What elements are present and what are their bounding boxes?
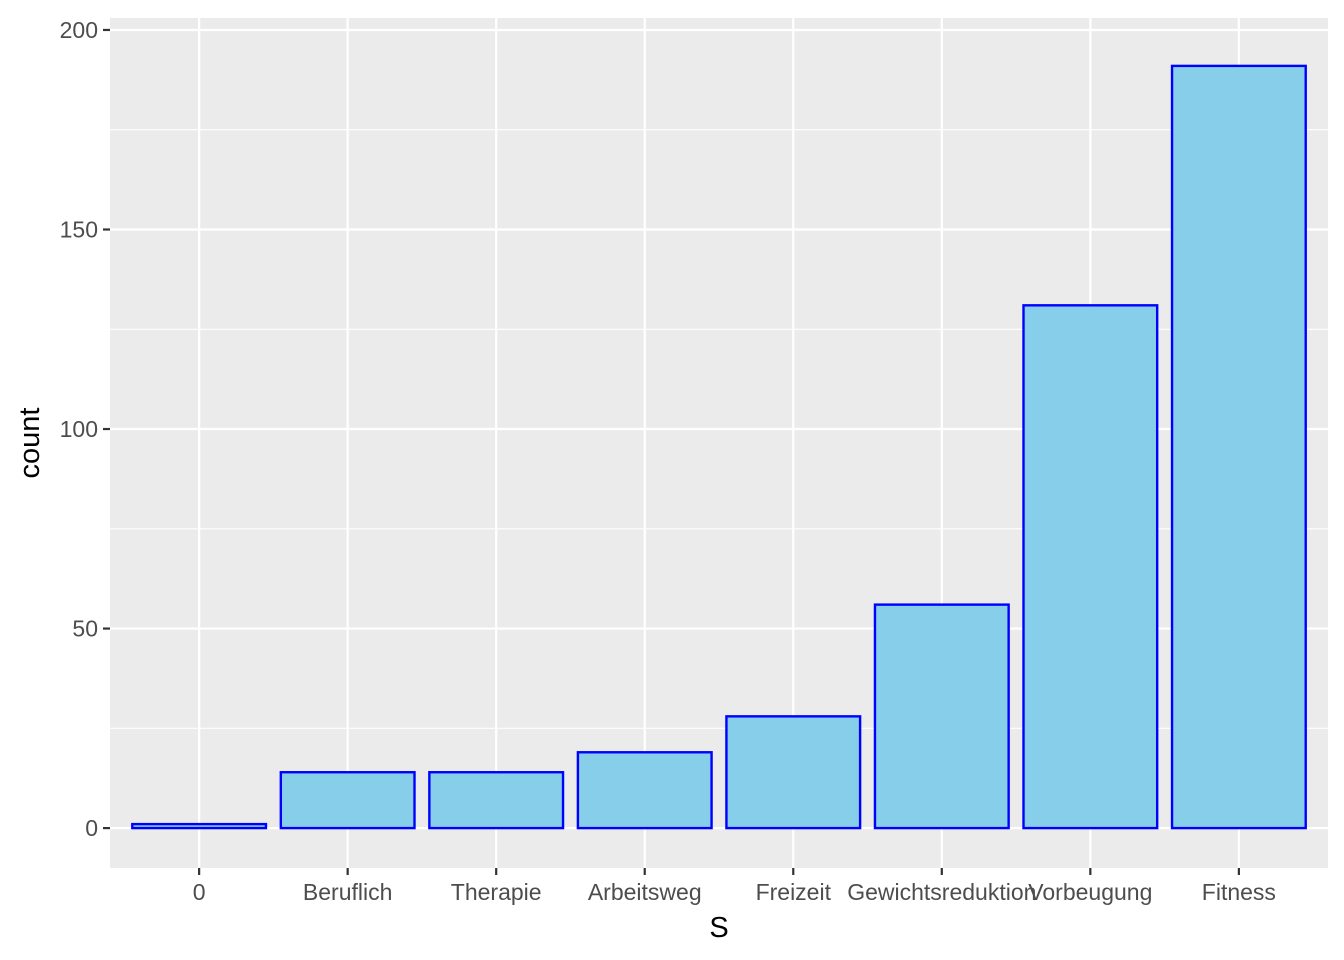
- x-tick-label: 0: [193, 879, 206, 905]
- bar-0: [131, 822, 268, 830]
- x-tick-label: Beruflich: [303, 879, 392, 905]
- bars: [131, 64, 1307, 830]
- x-tick-label: Fitness: [1202, 879, 1276, 905]
- y-tick-label: 200: [60, 17, 98, 43]
- bar-fitness: [1170, 64, 1307, 830]
- x-axis-title: S: [709, 912, 728, 944]
- x-tick-label: Therapie: [451, 879, 542, 905]
- y-tick-label: 100: [60, 416, 98, 442]
- bar-vorbeugung: [1022, 304, 1159, 830]
- x-tick-label: Arbeitsweg: [588, 879, 702, 905]
- y-axis: 0 50 100 150 200: [60, 17, 110, 841]
- x-tick-label: Freizeit: [756, 879, 832, 905]
- bar-freizeit: [725, 715, 862, 830]
- y-axis-title: count: [14, 408, 46, 479]
- x-axis: 0 Beruflich Therapie Arbeitsweg Freizeit Gewi…: [193, 868, 1276, 905]
- bar-gewichtsreduktion: [873, 603, 1010, 830]
- y-tick-label: 150: [60, 217, 98, 243]
- bar-arbeitsweg: [576, 751, 713, 830]
- bar-beruflich: [279, 771, 416, 830]
- y-tick-label: 50: [72, 616, 98, 642]
- x-tick-label: Vorbeugung: [1028, 879, 1152, 905]
- major-gridlines: [110, 18, 1328, 868]
- bar-therapie: [428, 771, 565, 830]
- y-tick-label: 0: [85, 815, 98, 841]
- x-tick-label: Gewichtsreduktion: [847, 879, 1036, 905]
